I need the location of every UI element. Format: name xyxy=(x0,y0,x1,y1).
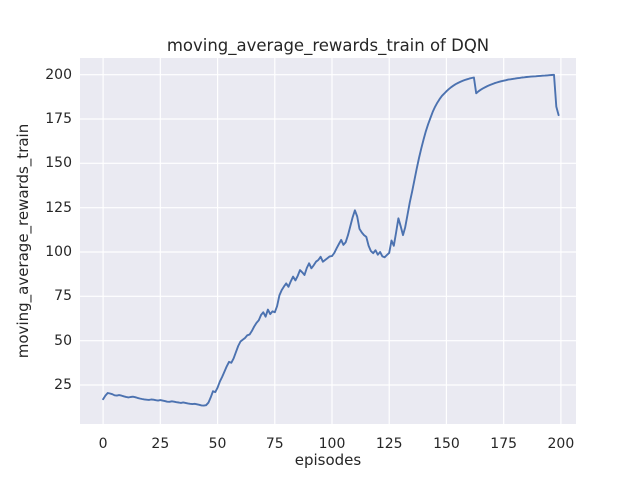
x-tick-label: 75 xyxy=(265,436,284,452)
plot-area xyxy=(80,58,576,424)
y-tick-label: 50 xyxy=(54,332,72,349)
y-tick-label: 25 xyxy=(54,376,72,393)
x-tick-label: 125 xyxy=(375,436,403,452)
x-axis-label: episodes xyxy=(294,451,362,469)
y-tick-label: 175 xyxy=(45,111,72,127)
y-tick-label: 100 xyxy=(45,243,72,260)
y-tick-label: 150 xyxy=(45,155,72,172)
x-tick-label: 50 xyxy=(208,436,227,452)
y-tick-label: 75 xyxy=(54,288,72,305)
x-tick-label: 200 xyxy=(547,436,575,452)
chart-title: moving_average_rewards_train of DQN xyxy=(166,36,490,55)
y-tick-label: 200 xyxy=(45,66,72,83)
x-tick-label: 100 xyxy=(318,436,346,452)
line-chart-svg xyxy=(80,58,576,424)
x-tick-label: 150 xyxy=(433,436,460,452)
reward-line xyxy=(102,73,560,407)
x-tick-label: 175 xyxy=(490,436,518,452)
x-tick-label: 0 xyxy=(98,436,108,452)
y-tick-label: 125 xyxy=(45,199,72,216)
x-tick-label: 25 xyxy=(151,436,170,452)
